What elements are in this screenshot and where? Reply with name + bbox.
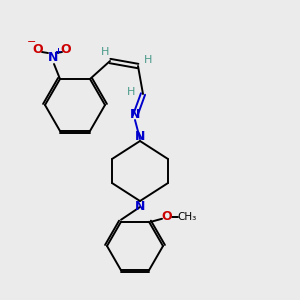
Text: −: − [27, 37, 37, 47]
Text: N: N [135, 200, 145, 212]
Text: N: N [135, 130, 145, 142]
Text: CH₃: CH₃ [177, 212, 196, 222]
Text: N: N [130, 107, 140, 121]
Text: O: O [33, 43, 43, 56]
Text: N: N [48, 50, 58, 64]
Text: H: H [127, 87, 135, 97]
Text: O: O [61, 43, 71, 56]
Text: H: H [144, 55, 152, 65]
Text: H: H [101, 47, 109, 57]
Text: +: + [55, 46, 62, 56]
Text: O: O [162, 210, 172, 223]
